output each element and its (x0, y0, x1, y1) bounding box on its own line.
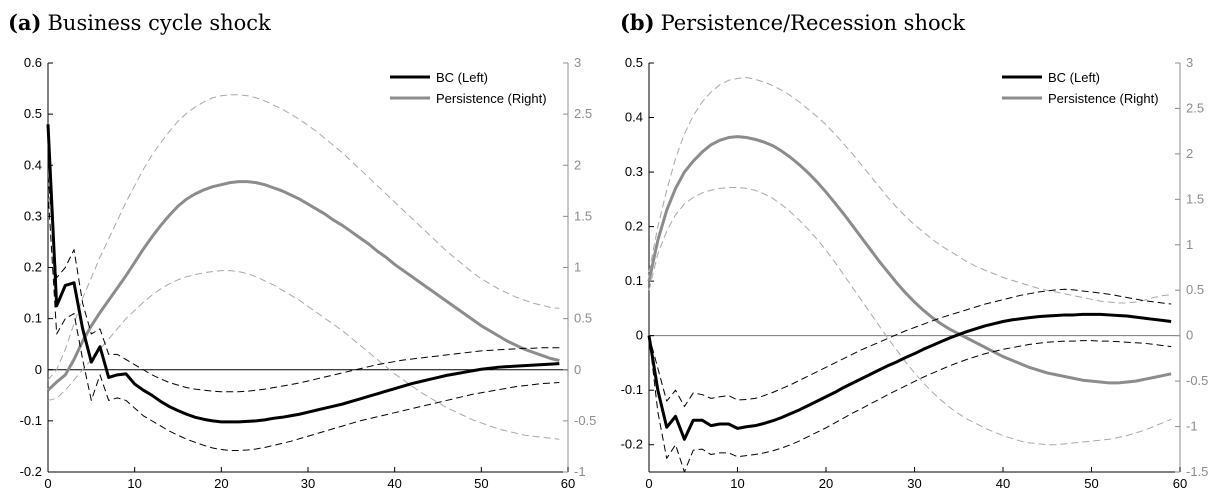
x-tick-label: 60 (1173, 476, 1187, 491)
left-y-tick-label: 0.2 (625, 219, 643, 234)
right-y-tick-label: -0.5 (574, 413, 596, 428)
right-y-tick-label: 3 (1186, 55, 1193, 70)
left-y-tick-label: 0.4 (24, 157, 42, 172)
left-y-tick-label: -0.2 (20, 464, 42, 479)
x-tick-label: 30 (301, 476, 315, 491)
left-y-tick-label: -0.2 (621, 437, 643, 452)
bc-line (46, 124, 560, 424)
left-y-tick-label: 0.2 (24, 260, 42, 275)
x-tick-label: 50 (1084, 476, 1098, 491)
left-y-tick-label: 0.3 (625, 164, 643, 179)
left-y-tick-label: 0.4 (625, 110, 643, 125)
x-tick-label: 30 (907, 476, 921, 491)
right-y-tick-label: 0 (574, 362, 581, 377)
right-y-tick-label: 2 (1186, 146, 1193, 161)
right-y-tick-label: -1.5 (1186, 464, 1208, 479)
chart-b: 0 10 20 30 40 50 60-0.2-0.100.10.20.30.40.5-1.… (621, 55, 1209, 491)
x-tick-label: 20 (819, 476, 833, 491)
right-y-tick-label: 3 (574, 55, 581, 70)
left-y-tick-label: 0.5 (24, 106, 42, 121)
left-y-tick-label: 0.1 (625, 273, 643, 288)
legend-label-bc: BC (Left) (436, 70, 488, 85)
right-y-tick-label: 0.5 (574, 311, 592, 326)
x-tick-label: 0 (645, 476, 652, 491)
panel-b: (b) Persistence/Recession shock 0 10 20 30 40… (612, 0, 1225, 498)
persistence-line (647, 135, 1172, 385)
left-y-tick-label: 0 (35, 362, 42, 377)
right-y-tick-label: 1.5 (574, 208, 592, 223)
x-tick-label: 40 (387, 476, 401, 491)
right-y-tick-label: 0.5 (1186, 282, 1204, 297)
left-y-tick-label: 0.6 (24, 55, 42, 70)
left-y-tick-label: -0.1 (621, 382, 643, 397)
x-tick-label: 0 (44, 476, 51, 491)
bc-lower-band (648, 335, 1172, 473)
left-y-tick-label: -0.1 (20, 413, 42, 428)
left-y-tick-label: 0.5 (625, 55, 643, 70)
left-y-tick-label: 0 (636, 328, 643, 343)
bc-line (647, 312, 1172, 441)
panel-a-title: Business cycle shock (47, 11, 271, 35)
x-tick-label: 10 (127, 476, 141, 491)
x-tick-label: 20 (214, 476, 228, 491)
legend-label-bc: BC (Left) (1048, 70, 1100, 85)
panel-a-label: (a) (8, 10, 42, 35)
x-tick-label: 10 (730, 476, 744, 491)
right-y-tick-label: 2.5 (574, 106, 592, 121)
right-y-tick-label: 2 (574, 157, 581, 172)
left-y-tick-label: 0.1 (24, 311, 42, 326)
persistence-upper-band (47, 94, 560, 381)
x-tick-label: 60 (561, 476, 575, 491)
panel-a: (a) Business cycle shock 0 10 20 30 40 50 60 -0.… (0, 0, 612, 498)
bc-upper-band (47, 175, 560, 393)
persistence-line (46, 180, 560, 392)
right-y-tick-label: 0 (1186, 328, 1193, 343)
right-y-tick-label: 1 (574, 260, 581, 275)
right-y-tick-label: 2.5 (1186, 100, 1204, 115)
x-tick-label: 40 (996, 476, 1010, 491)
persistence-upper-band (648, 77, 1172, 304)
panel-b-title: Persistence/Recession shock (660, 11, 966, 35)
panel-b-caption: (b) Persistence/Recession shock (620, 10, 965, 35)
left-y-tick-label: 0.3 (24, 208, 42, 223)
legend-label-persistence: Persistence (Right) (1048, 91, 1159, 106)
x-tick-label: 50 (474, 476, 488, 491)
bc-upper-band (648, 288, 1172, 408)
persistence-lower-band (648, 187, 1172, 446)
panel-b-label: (b) (620, 10, 655, 35)
persistence-lower-band (47, 270, 560, 440)
right-y-tick-label: -1 (574, 464, 586, 479)
right-y-tick-label: -1 (1186, 419, 1198, 434)
right-y-tick-label: -0.5 (1186, 373, 1208, 388)
legend-label-persistence: Persistence (Right) (436, 91, 547, 106)
panel-a-caption: (a) Business cycle shock (8, 10, 271, 35)
bc-lower-band (47, 190, 560, 452)
right-y-tick-label: 1 (1186, 237, 1193, 252)
chart-a: 0 10 20 30 40 50 60-0.2-0.100.10.20.30.40.50.6… (20, 55, 597, 491)
right-y-tick-label: 1.5 (1186, 191, 1204, 206)
